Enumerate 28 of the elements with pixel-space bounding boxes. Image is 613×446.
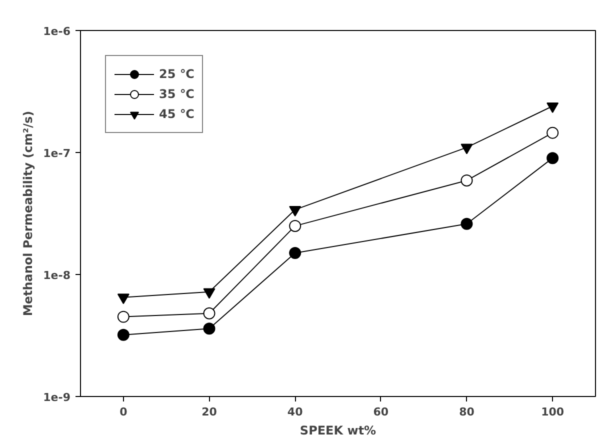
point — [117, 310, 130, 323]
x-tick-label: 80 — [459, 406, 475, 418]
y-tick-label: 1e-8 — [43, 269, 71, 282]
y-tick-label: 1e-7 — [43, 147, 71, 160]
point — [546, 126, 559, 139]
point — [460, 218, 473, 230]
point — [203, 322, 216, 335]
point — [117, 328, 130, 341]
point — [546, 152, 559, 164]
y-axis-title: Methanol Permeability (cm²/s) — [21, 110, 36, 316]
x-tick-label: 0 — [120, 406, 128, 418]
point — [546, 102, 559, 113]
y-tick-label: 1e-6 — [43, 25, 71, 38]
point — [203, 307, 216, 320]
point — [460, 174, 473, 186]
y-tick-label: 1e-9 — [43, 391, 71, 404]
legend-label: 45 ℃ — [159, 107, 194, 121]
legend-label: 35 ℃ — [159, 87, 194, 101]
legend-label: 25 ℃ — [159, 67, 194, 81]
point — [289, 206, 302, 217]
x-tick-label: 100 — [541, 406, 564, 418]
point — [289, 247, 302, 260]
x-tick-label: 20 — [202, 406, 218, 418]
point — [460, 144, 473, 154]
point — [289, 220, 302, 232]
x-tick-label: 40 — [287, 406, 304, 418]
x-tick-label: 60 — [373, 406, 389, 418]
x-axis-title: SPEEK wt% — [300, 424, 376, 438]
